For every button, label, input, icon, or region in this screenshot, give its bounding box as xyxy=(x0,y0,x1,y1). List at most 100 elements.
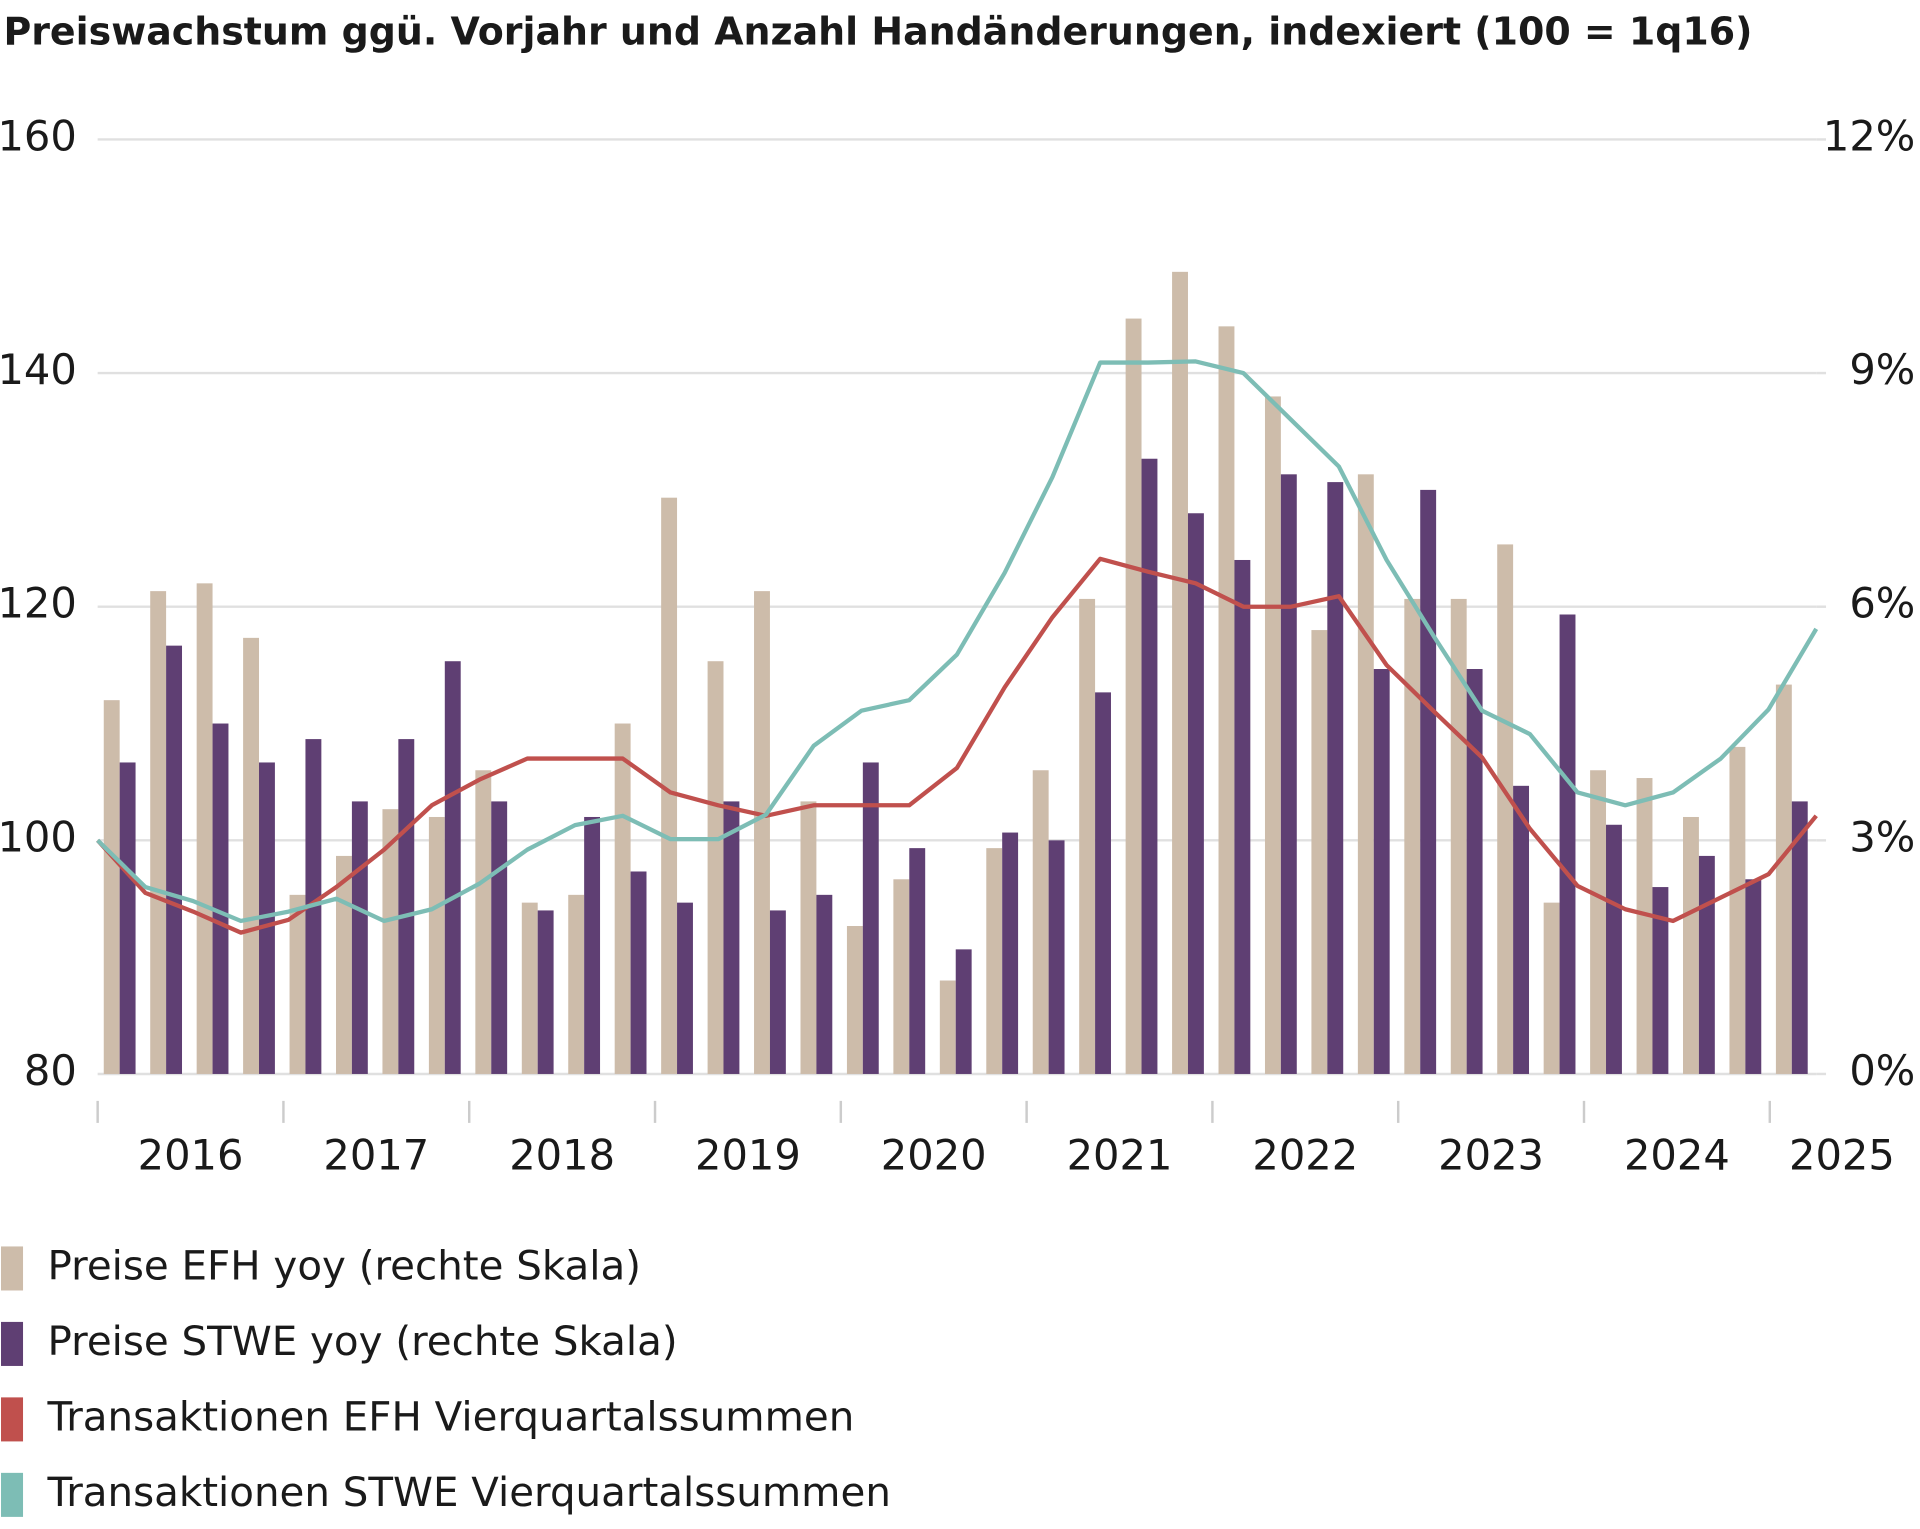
bar xyxy=(1311,630,1328,1074)
bar xyxy=(289,894,306,1074)
bar xyxy=(677,902,693,1074)
x-tick-label: 2024 xyxy=(1624,1130,1730,1179)
bar xyxy=(1234,559,1251,1074)
bar xyxy=(103,700,120,1074)
legend-swatch xyxy=(1,1472,24,1517)
bar xyxy=(769,910,786,1074)
bar xyxy=(661,497,678,1074)
legend-swatch xyxy=(1,1321,24,1366)
bar xyxy=(1775,684,1792,1074)
bar xyxy=(1264,396,1281,1074)
y-tick-label: 160 xyxy=(0,111,77,160)
bar xyxy=(1450,598,1467,1074)
bar xyxy=(1606,824,1622,1074)
bar xyxy=(475,770,492,1074)
y2-tick-label: 12% xyxy=(1823,111,1915,160)
y2-tick-label: 9% xyxy=(1849,345,1915,394)
bar xyxy=(212,723,229,1074)
bar xyxy=(584,816,601,1074)
bar xyxy=(1032,770,1049,1074)
x-tick-label: 2020 xyxy=(881,1130,987,1179)
bar xyxy=(491,801,508,1074)
y-tick-label: 120 xyxy=(0,579,77,628)
bar xyxy=(1373,669,1390,1074)
bar xyxy=(150,591,167,1074)
y-tick-label: 100 xyxy=(0,812,77,861)
bar xyxy=(1729,746,1746,1074)
bar xyxy=(537,910,554,1074)
bar xyxy=(196,583,213,1074)
legend-swatch xyxy=(1,1246,24,1291)
line xyxy=(96,359,1819,924)
bar xyxy=(1543,902,1560,1074)
bar xyxy=(1095,692,1111,1074)
legend-label: Transaktionen EFH Vierquartalssummen xyxy=(46,1393,854,1440)
bar xyxy=(398,739,415,1074)
bar xyxy=(1141,458,1158,1074)
legend-label: Preise EFH yoy (rechte Skala) xyxy=(47,1242,641,1289)
bar xyxy=(1513,785,1530,1074)
bar xyxy=(723,801,740,1074)
bar xyxy=(568,894,585,1074)
bar xyxy=(1683,816,1699,1074)
bar xyxy=(1079,598,1096,1074)
bar xyxy=(816,894,833,1074)
bar xyxy=(1497,544,1514,1074)
bar xyxy=(382,809,399,1074)
bar xyxy=(243,637,260,1074)
bar xyxy=(707,661,724,1074)
bar xyxy=(1187,513,1204,1074)
bar xyxy=(862,762,879,1074)
bar xyxy=(1125,318,1142,1074)
bar xyxy=(351,801,368,1074)
x-tick-label: 2019 xyxy=(695,1130,801,1179)
bar xyxy=(428,816,445,1074)
x-tick-label: 2023 xyxy=(1438,1130,1544,1179)
bar xyxy=(986,848,1003,1074)
bar xyxy=(1357,474,1374,1074)
bar xyxy=(1172,271,1188,1074)
bar xyxy=(1002,832,1019,1074)
x-tick-label: 2016 xyxy=(138,1130,244,1179)
bar xyxy=(630,871,647,1074)
legend-label: Transaktionen STWE Vierquartalssummen xyxy=(46,1469,890,1516)
bar xyxy=(955,949,972,1074)
bar xyxy=(846,926,863,1074)
bar xyxy=(521,902,538,1074)
x-tick-label: 2025 xyxy=(1789,1130,1895,1179)
bar xyxy=(1590,770,1607,1074)
bar xyxy=(119,762,136,1074)
y2-tick-label: 6% xyxy=(1849,579,1915,628)
chart-title: Preiswachstum ggü. Vorjahr und Anzahl Ha… xyxy=(3,10,1752,54)
bar xyxy=(166,645,183,1074)
x-tick-label: 2021 xyxy=(1067,1130,1173,1179)
bar xyxy=(614,723,631,1074)
x-tick-label: 2022 xyxy=(1252,1130,1358,1179)
bar xyxy=(1636,778,1653,1074)
bar xyxy=(1327,482,1344,1074)
bar xyxy=(1048,840,1065,1074)
y2-tick-label: 3% xyxy=(1849,812,1915,861)
bar xyxy=(1698,855,1715,1074)
bar xyxy=(1420,489,1437,1074)
bar xyxy=(336,855,352,1074)
x-tick-label: 2017 xyxy=(323,1130,429,1179)
bar xyxy=(1218,326,1235,1074)
y2-tick-label: 0% xyxy=(1849,1046,1915,1095)
bar xyxy=(444,661,461,1074)
bar xyxy=(1791,801,1808,1074)
bar xyxy=(893,879,910,1074)
bar xyxy=(1559,614,1576,1074)
bar xyxy=(259,762,275,1074)
y-tick-label: 80 xyxy=(24,1046,77,1095)
bar xyxy=(800,801,817,1074)
x-tick-label: 2018 xyxy=(509,1130,615,1179)
line xyxy=(96,556,1818,935)
bar xyxy=(1745,879,1762,1074)
bar xyxy=(754,591,770,1074)
bar xyxy=(909,848,926,1074)
legend-label: Preise STWE yoy (rechte Skala) xyxy=(47,1318,677,1365)
y-tick-label: 140 xyxy=(0,345,77,394)
bar xyxy=(1404,598,1421,1074)
